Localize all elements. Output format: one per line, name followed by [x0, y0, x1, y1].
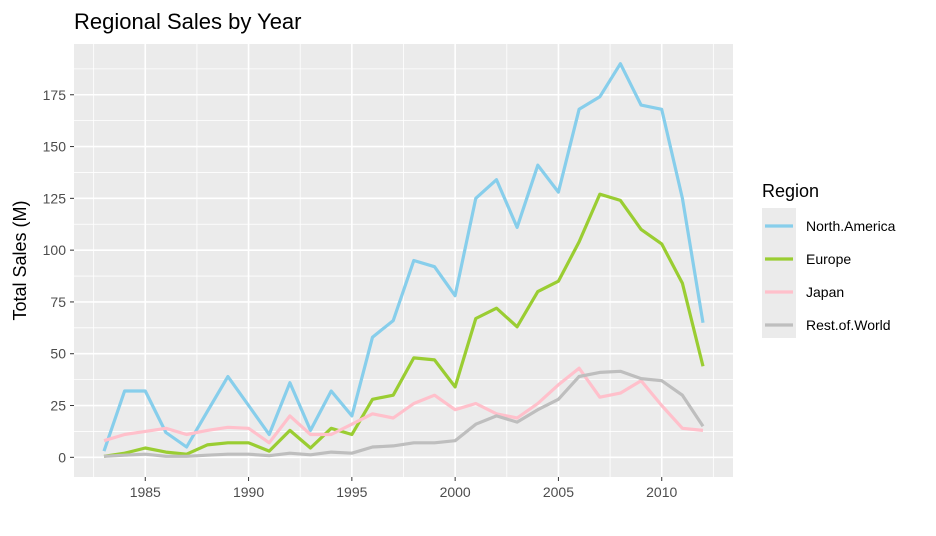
- legend-label-japan: Japan: [806, 284, 844, 300]
- x-tick-label: 1985: [130, 484, 161, 500]
- x-tick-label: 1995: [336, 484, 367, 500]
- y-tick-label: 25: [50, 398, 66, 414]
- x-tick-label: 2010: [646, 484, 677, 500]
- y-axis-ticks: 0 25 50 75 100 125 150 175: [43, 87, 74, 465]
- series-line-japan: [103, 366, 704, 445]
- chart-title: Regional Sales by Year: [74, 9, 302, 34]
- y-tick-label: 150: [43, 139, 67, 155]
- x-tick-label: 2000: [440, 484, 471, 500]
- legend-label-north-america: North.America: [806, 218, 896, 234]
- series-line-north-america: [102, 62, 705, 452]
- y-tick-label: 50: [50, 346, 66, 362]
- x-tick-label: 1990: [233, 484, 264, 500]
- legend-label-europe: Europe: [806, 251, 851, 267]
- x-axis-ticks: 1985 1990 1995 2000 2005 2010: [130, 477, 678, 500]
- legend-title: Region: [762, 181, 819, 201]
- y-tick-label: 75: [50, 294, 66, 310]
- series-line-europe: [103, 192, 705, 458]
- y-tick-label: 100: [43, 242, 67, 258]
- series-line-rest-of-world: [103, 369, 705, 458]
- series-lines: [102, 62, 705, 458]
- y-tick-label: 0: [58, 449, 66, 465]
- legend-label-rest-of-world: Rest.of.World: [806, 317, 891, 333]
- legend-key-background: [762, 208, 796, 338]
- y-tick-label: 125: [43, 190, 67, 206]
- x-tick-label: 2005: [543, 484, 574, 500]
- legend: Region North.America Europe Japan Rest.of.W…: [762, 181, 896, 338]
- y-tick-label: 175: [43, 87, 67, 103]
- y-axis-title: Total Sales (M): [10, 200, 30, 320]
